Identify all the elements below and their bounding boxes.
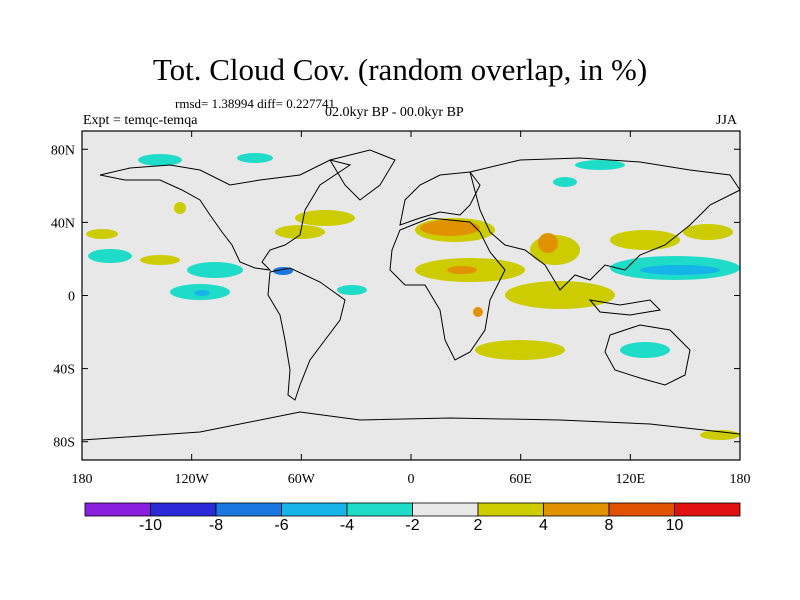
colorbar (84, 502, 741, 517)
anomaly-patch (475, 340, 565, 360)
colorbar-swatch (281, 502, 348, 517)
experiment-label: Expt = temqc-temqa (83, 113, 198, 128)
lat-tick-label: 80N (51, 143, 75, 158)
lat-tick-label: 80S (53, 436, 75, 451)
colorbar-label: -10 (138, 517, 163, 534)
anomaly-patch (538, 233, 558, 253)
coast-europe (399, 171, 481, 226)
anomaly-patch (187, 262, 243, 278)
colorbar-label: -6 (274, 517, 289, 534)
map-title: Tot. Cloud Cov. (random overlap, in %) (152, 52, 648, 87)
season-label: JJA (716, 113, 738, 128)
coast-asia (469, 157, 741, 291)
stats-label: rmsd= 1.38994 diff= 0.227741 (175, 96, 335, 111)
coast-north-america (99, 159, 352, 271)
lat-tick-label: 40N (51, 216, 75, 231)
anomaly-patch (174, 202, 186, 214)
lon-tick-label: 180 (730, 472, 751, 487)
anomaly-fields (86, 153, 740, 440)
anomaly-patch (610, 230, 680, 250)
anomaly-patch (473, 307, 483, 317)
longitude-axis: 180 120W 60W 0 60E 120E 180 (72, 131, 751, 487)
latitude-axis: 80N 40N 0 40S 80S (51, 143, 740, 451)
coast-australia (604, 324, 691, 386)
colorbar-swatch (543, 502, 610, 517)
anomaly-patch (273, 267, 293, 275)
colorbar-label: -2 (405, 517, 420, 534)
colorbar-swatch (84, 502, 151, 517)
colorbar-swatch (608, 502, 675, 517)
anomaly-patch (447, 266, 477, 274)
anomaly-patch (420, 220, 480, 236)
coast-antarctica (81, 411, 741, 441)
anomaly-patch (138, 154, 182, 166)
colorbar-label: 4 (539, 517, 548, 534)
lon-tick-label: 60W (288, 472, 316, 487)
lat-tick-label: 40S (53, 363, 75, 378)
colorbar-swatch (346, 502, 413, 517)
anomaly-patch (140, 255, 180, 265)
coast-africa (389, 217, 506, 361)
lon-tick-label: 120W (175, 472, 210, 487)
anomaly-patch (575, 160, 625, 170)
anomaly-patch (88, 249, 132, 263)
lon-tick-label: 60E (509, 472, 532, 487)
anomaly-patch (86, 229, 118, 239)
anomaly-patch (275, 225, 325, 239)
coastlines (81, 149, 741, 441)
lon-tick-label: 120E (616, 472, 646, 487)
colorbar-swatch (674, 502, 741, 517)
anomaly-patch (194, 290, 210, 296)
anomaly-patch (337, 285, 367, 295)
coast-greenland (329, 149, 396, 201)
colorbar-label: 10 (665, 517, 684, 534)
colorbar-swatch (477, 502, 544, 517)
anomaly-patch (295, 210, 355, 226)
anomaly-patch (620, 342, 670, 358)
anomaly-patch (640, 265, 720, 275)
anomaly-patch (505, 281, 615, 309)
colorbar-swatch (150, 502, 217, 517)
colorbar-label: 2 (473, 517, 483, 534)
coast-indonesia (588, 299, 662, 316)
colorbar-label: -8 (208, 517, 224, 534)
lon-tick-label: 180 (72, 472, 93, 487)
lon-tick-label: 0 (408, 472, 415, 487)
anomaly-patch (237, 153, 273, 163)
anomaly-patch (683, 224, 733, 240)
colorbar-swatch (412, 502, 479, 517)
anomaly-patch (553, 177, 577, 187)
colorbar-swatch (215, 502, 282, 517)
lat-tick-label: 0 (68, 290, 75, 305)
period-label: 02.0kyr BP - 00.0kyr BP (325, 105, 464, 120)
colorbar-label: 8 (604, 517, 614, 534)
coast-south-america (267, 267, 346, 401)
colorbar-label: -4 (339, 517, 355, 534)
